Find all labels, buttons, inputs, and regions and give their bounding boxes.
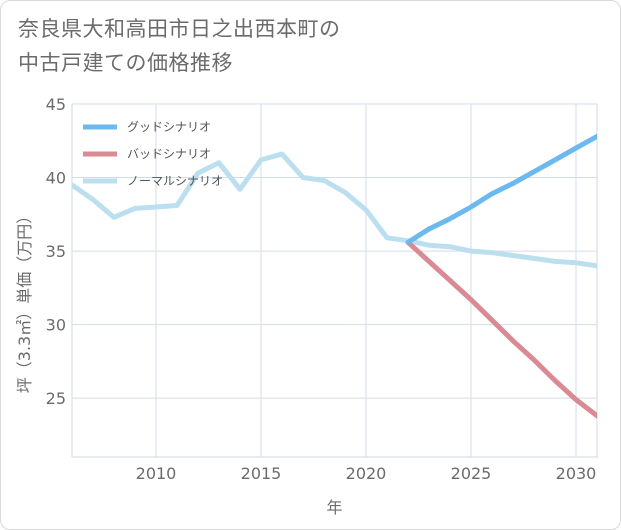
y-axis-label: 坪（3.3㎡）単価（万円） [15, 208, 34, 393]
legend-label: グッドシナリオ [127, 120, 211, 134]
series-line-0 [405, 133, 597, 245]
series-line-1 [405, 239, 597, 419]
x-tick-label: 2020 [346, 464, 387, 483]
tick-labels: 25 30 35 40 45 2010 2015 2020 2025 2030 [46, 95, 597, 483]
y-tick-label: 40 [46, 169, 66, 188]
legend-label: バッドシナリオ [127, 147, 211, 161]
y-tick-label: 35 [46, 242, 66, 261]
x-tick-label: 2010 [136, 464, 177, 483]
series-lines [72, 133, 597, 419]
x-tick-label: 2025 [451, 464, 492, 483]
legend-label: ノーマルシナリオ [127, 174, 223, 188]
y-tick-label: 45 [46, 95, 66, 114]
y-tick-label: 25 [46, 389, 66, 408]
chart-title-line-1: 奈良県大和高田市日之出西本町の [18, 17, 341, 41]
series-line-2 [72, 151, 597, 269]
chart-title: 奈良県大和高田市日之出西本町の 中古戸建ての価格推移 [18, 12, 458, 80]
x-axis-label: 年 [326, 498, 342, 517]
x-tick-label: 2030 [556, 464, 597, 483]
grid-lines [71, 103, 598, 458]
chart-title-line-2: 中古戸建ての価格推移 [18, 51, 233, 75]
y-tick-label: 30 [46, 316, 66, 335]
x-tick-label: 2015 [241, 464, 282, 483]
